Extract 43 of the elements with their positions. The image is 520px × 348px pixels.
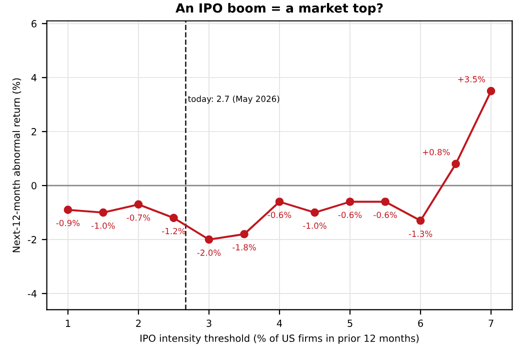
data-label: -1.2% bbox=[162, 228, 186, 234]
data-label: +3.5% bbox=[458, 76, 486, 82]
data-label: -0.9% bbox=[56, 220, 80, 226]
data-label: -1.0% bbox=[303, 222, 326, 229]
point bbox=[204, 235, 214, 244]
point bbox=[452, 160, 460, 168]
point bbox=[416, 216, 425, 225]
x-tick-label: 5 bbox=[348, 320, 352, 327]
y-tick-label: 2 bbox=[32, 128, 36, 136]
data-label: -2.0% bbox=[197, 250, 221, 256]
data-label: -0.6% bbox=[268, 212, 292, 218]
data-label: -0.6% bbox=[374, 212, 397, 218]
y-tick-label: 0 bbox=[32, 182, 36, 190]
data-label: -0.7% bbox=[126, 214, 150, 221]
data-label: -0.6% bbox=[338, 212, 362, 218]
point bbox=[275, 198, 284, 206]
x-axis-title: IPO intensity threshold (% of US firms in prior 12 months) bbox=[140, 334, 419, 344]
point bbox=[346, 198, 354, 206]
point bbox=[99, 208, 108, 217]
x-tick-label: 2 bbox=[136, 320, 141, 327]
x-tick-label: 4 bbox=[276, 320, 282, 327]
chart-title: An IPO boom = a market top? bbox=[176, 3, 383, 16]
x-tick-label: 3 bbox=[206, 320, 212, 327]
y-tick-label: -4 bbox=[28, 290, 37, 298]
point bbox=[240, 230, 248, 238]
point bbox=[381, 198, 390, 206]
x-tick-label: 7 bbox=[488, 320, 494, 327]
y-axis-title: Next-12-month abnormal return (%) bbox=[12, 78, 22, 252]
data-label: -1.0% bbox=[92, 222, 115, 229]
data-label: -1.8% bbox=[232, 244, 256, 250]
y-tick-label: 4 bbox=[31, 74, 37, 82]
x-tick-label: 1 bbox=[66, 320, 70, 327]
data-label: +0.8% bbox=[422, 148, 450, 156]
point bbox=[134, 200, 143, 209]
y-tick-label: -2 bbox=[28, 236, 36, 244]
point bbox=[310, 208, 319, 217]
point bbox=[170, 214, 178, 222]
y-tick-label: 6 bbox=[32, 20, 36, 28]
data-label: -1.3% bbox=[408, 230, 432, 237]
x-tick-label: 6 bbox=[418, 320, 424, 327]
ref-line-label: today: 2.7 (May 2026) bbox=[188, 96, 280, 104]
point bbox=[486, 86, 496, 96]
point bbox=[64, 206, 72, 214]
